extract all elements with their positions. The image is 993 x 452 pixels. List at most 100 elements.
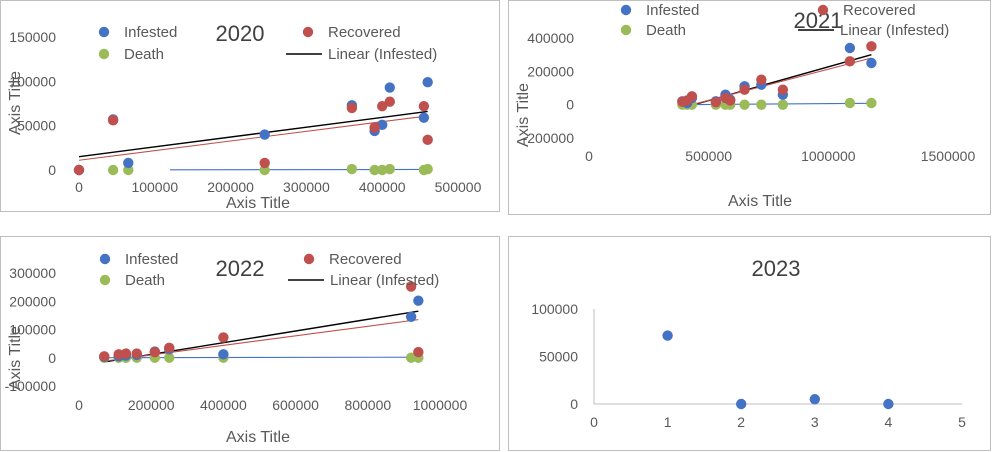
- chart-2020-point-recovered-2: [259, 157, 270, 169]
- chart-2022-point-recovered-0: [99, 351, 110, 362]
- chart-2020-ytick-label: 150000: [9, 29, 56, 45]
- chart-2022-point-death-7: [405, 352, 417, 363]
- chart-2021-legend-label-trend: Linear (Infested): [840, 22, 949, 39]
- chart-2020-point-recovered-1: [107, 115, 119, 126]
- chart-2020-xtick-label: 200000: [207, 179, 254, 195]
- chart-2022-point-infested-8: [413, 295, 424, 306]
- chart-2022-point-recovered-7: [405, 281, 417, 292]
- chart-2022-point-recovered-5: [164, 342, 175, 354]
- chart-2021-point-death-10: [866, 97, 877, 109]
- chart-2020-legend-label-0: Infested: [124, 24, 177, 41]
- chart-2022-legend-label-1: Recovered: [329, 251, 402, 268]
- chart-2022-title: 2022: [216, 256, 265, 281]
- chart-2021-point-death-7: [756, 99, 767, 110]
- chart-2022-ytick-label: -100000: [5, 378, 57, 394]
- chart-2020-title: 2020: [216, 21, 265, 46]
- chart-2022-legend-label-trend: Linear (Infested): [330, 272, 439, 289]
- chart-2020-xtick-label: 100000: [131, 179, 178, 195]
- chart-2021-point-recovered-3: [710, 96, 722, 108]
- chart-2021-legend-marker-0: [620, 4, 632, 16]
- chart-2022-y-axis-title: Axis Title: [7, 326, 24, 390]
- chart-2020-point-recovered-3: [346, 102, 358, 114]
- chart-2021-point-recovered-10: [866, 41, 877, 52]
- chart-2020-y-axis-title: Axis Title: [7, 71, 24, 135]
- chart-2022-ytick-label: 0: [48, 350, 56, 366]
- chart-2021-trendline-1: [682, 57, 872, 108]
- chart-2021-point-infested-10: [866, 57, 877, 69]
- chart-2020-ytick-label: 0: [48, 162, 56, 178]
- chart-2020-legend-label-1: Recovered: [328, 24, 401, 41]
- chart-2021-xtick-label: 0: [585, 148, 593, 164]
- chart-2021-point-death-9: [844, 97, 856, 109]
- chart-panel-2023: [508, 236, 991, 451]
- chart-2021-point-recovered-8: [777, 84, 789, 95]
- chart-2023-xtick-label: 3: [811, 414, 819, 430]
- chart-2023-xtick-label: 1: [664, 414, 672, 430]
- chart-2020-xtick-label: 400000: [359, 179, 406, 195]
- chart-2023-xtick-label: 5: [958, 414, 966, 430]
- chart-2020-trendline-0: [78, 110, 428, 158]
- chart-2022-legend-marker-1: [303, 253, 315, 265]
- chart-2020-point-infested-2: [123, 157, 134, 169]
- chart-2023-point-s0-0: [662, 330, 673, 341]
- chart-2020-ytick-label: 100000: [9, 73, 56, 89]
- chart-2020-point-recovered-4: [369, 122, 380, 133]
- chart-2021-xtick-label: 1500000: [921, 148, 976, 164]
- chart-2023-point-s0-2: [809, 394, 820, 405]
- chart-2022-legend-label-0: Infested: [125, 251, 178, 268]
- chart-panel-2022: [0, 236, 500, 451]
- chart-2020-point-infested-8: [418, 112, 430, 123]
- chart-2022-point-infested-7: [405, 311, 417, 322]
- chart-2022-xtick-label: 1000000: [413, 397, 468, 413]
- chart-2020-legend-label-2: Death: [124, 46, 164, 63]
- chart-2021-legend-marker-2: [620, 24, 632, 36]
- chart-2022-point-recovered-2: [120, 348, 132, 359]
- chart-2021-point-infested-9: [844, 42, 856, 54]
- chart-2021-point-death-6: [739, 99, 750, 110]
- chart-2020-point-recovered-7: [418, 100, 430, 112]
- chart-2021-x-axis-title: Axis Title: [728, 193, 792, 210]
- chart-2020-point-recovered-6: [384, 96, 395, 107]
- chart-2021-point-recovered-9: [844, 56, 856, 67]
- chart-2022-ytick-label: 300000: [9, 265, 56, 281]
- chart-2021-ytick-label: -200000: [523, 130, 575, 146]
- chart-2022-xtick-label: 0: [75, 397, 83, 413]
- chart-2021-legend-marker-1: [817, 4, 829, 16]
- chart-2022-point-recovered-4: [149, 346, 161, 358]
- chart-2021-point-death-8: [777, 99, 789, 110]
- chart-2020-point-death-7: [384, 163, 395, 175]
- chart-2021-point-recovered-5: [725, 95, 736, 106]
- chart-2020-point-death-9: [422, 163, 433, 175]
- chart-2021-ytick-label: 0: [566, 97, 574, 113]
- chart-2020-point-recovered-5: [377, 100, 388, 112]
- chart-panel-2020: [0, 0, 500, 212]
- chart-2020-legend-marker-2: [98, 48, 110, 60]
- chart-2021-ytick-label: 200000: [527, 63, 574, 79]
- chart-2020-point-infested-7: [384, 82, 395, 93]
- chart-2022-legend-marker-2: [99, 274, 111, 286]
- chart-2022-point-recovered-6: [218, 332, 229, 343]
- chart-2021-xtick-label: 1000000: [801, 148, 856, 164]
- chart-2022-x-axis-title: Axis Title: [226, 429, 290, 446]
- chart-2020-trendline-1: [78, 115, 428, 161]
- chart-2023-xtick-label: 0: [590, 414, 598, 430]
- chart-2021-point-recovered-2: [686, 91, 698, 102]
- chart-2023-ytick-label: 0: [570, 396, 578, 412]
- chart-2022-legend-marker-0: [99, 253, 111, 265]
- chart-2020-legend-label-trend: Linear (Infested): [328, 46, 437, 63]
- chart-2021-point-recovered-6: [739, 84, 750, 95]
- chart-2023-xtick-label: 4: [885, 414, 893, 430]
- chart-2023-ytick-label: 100000: [531, 301, 578, 317]
- chart-2021-xtick-label: 500000: [685, 148, 732, 164]
- chart-2021-y-axis-title: Axis Title: [515, 83, 532, 147]
- chart-2021-ytick-label: 400000: [527, 30, 574, 46]
- chart-2020-point-infested-9: [422, 77, 433, 88]
- chart-2022-point-recovered-8: [413, 346, 424, 358]
- chart-2022-point-recovered-3: [131, 348, 142, 359]
- chart-2020-point-death-6: [377, 164, 388, 176]
- chart-2022-ytick-label: 200000: [9, 293, 56, 309]
- chart-2021-legend-label-2: Death: [646, 22, 686, 39]
- chart-2020-xtick-label: 500000: [435, 179, 482, 195]
- chart-2021-legend-label-0: Infested: [646, 2, 699, 19]
- chart-2023-ytick-label: 50000: [539, 349, 578, 365]
